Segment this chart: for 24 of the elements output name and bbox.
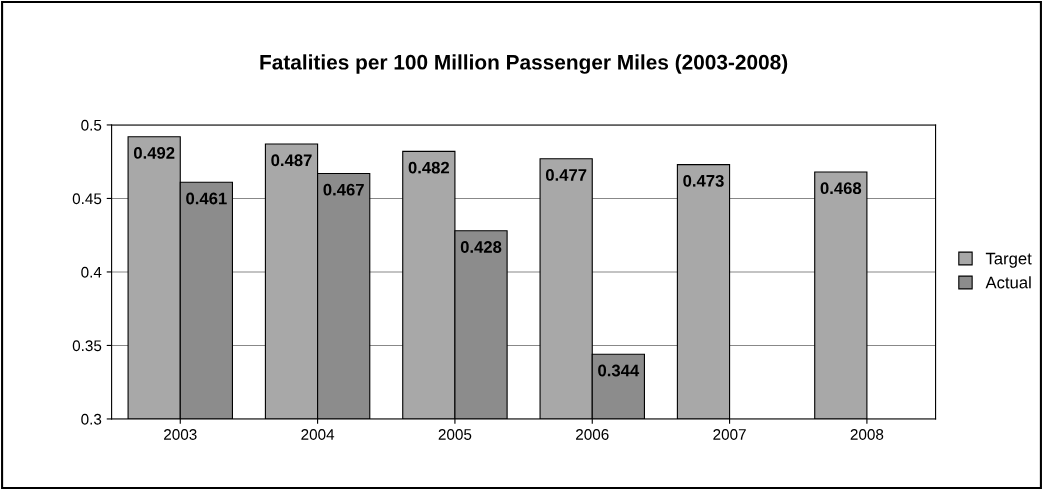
y-tick-label: 0.35 bbox=[72, 340, 102, 352]
legend-label: Actual bbox=[985, 276, 1031, 289]
y-tick-label: 0.45 bbox=[72, 193, 102, 205]
data-label: 0.492 bbox=[133, 147, 175, 159]
data-label: 0.477 bbox=[545, 169, 587, 181]
legend-label: Target bbox=[985, 252, 1032, 268]
data-label: 0.428 bbox=[460, 241, 502, 253]
x-tick-label: 2005 bbox=[438, 429, 472, 440]
x-tick-label: 2004 bbox=[301, 429, 335, 440]
y-tick-label: 0.3 bbox=[81, 413, 102, 425]
data-label: 0.461 bbox=[186, 192, 227, 205]
data-label: 0.467 bbox=[323, 183, 364, 196]
data-label: 0.482 bbox=[408, 161, 450, 174]
x-tick-label: 2008 bbox=[850, 429, 884, 440]
y-tick-label: 0.4 bbox=[81, 266, 102, 278]
data-label: 0.487 bbox=[271, 154, 312, 167]
x-tick-label: 2003 bbox=[164, 429, 197, 440]
chart-title: Fatalities per 100 Million Passenger Miles (2003-2008) bbox=[260, 54, 788, 74]
data-label: 0.468 bbox=[820, 182, 862, 195]
data-label: 0.473 bbox=[683, 174, 724, 187]
x-tick-label: 2006 bbox=[576, 429, 609, 440]
y-tick-label: 0.5 bbox=[81, 119, 102, 131]
data-label: 0.344 bbox=[598, 364, 640, 377]
x-tick-label: 2007 bbox=[713, 429, 746, 440]
